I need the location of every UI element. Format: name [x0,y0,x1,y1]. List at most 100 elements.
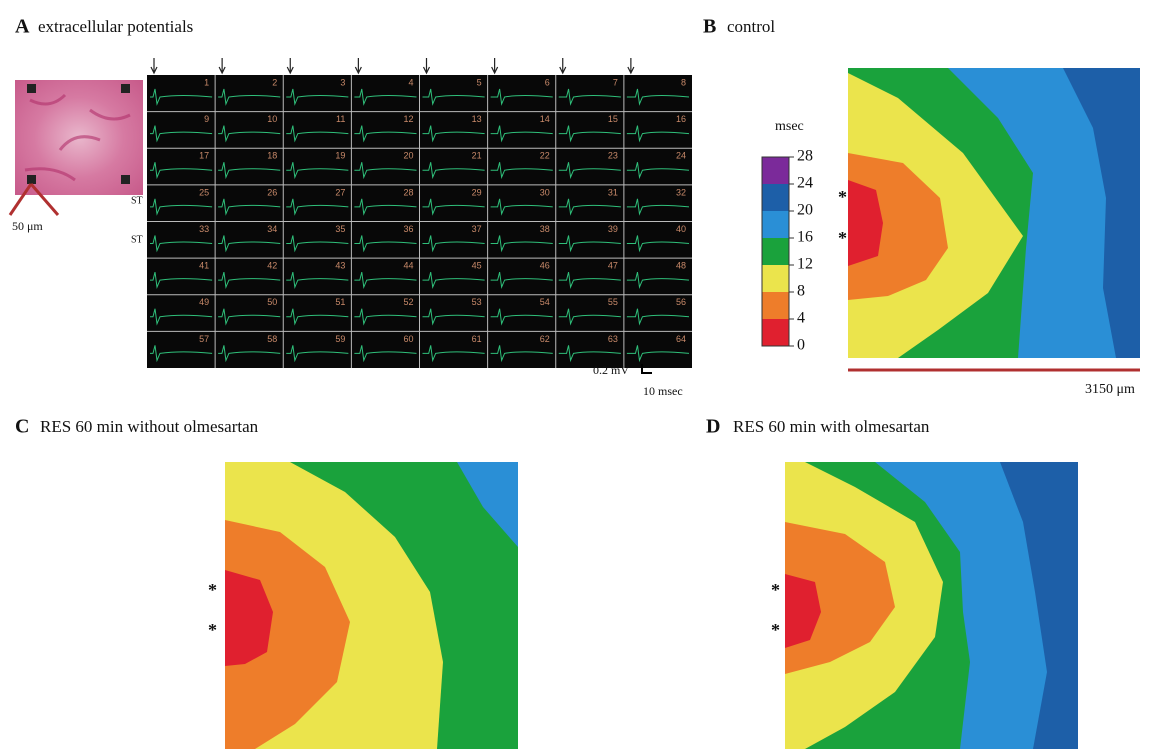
stim-arrow [286,58,294,75]
trace [490,198,553,216]
electrode-number: 33 [199,224,209,234]
electrode-number: 57 [199,334,209,344]
stim-arrow [354,58,362,75]
panel-letter: B [703,16,716,38]
electrode-number: 4 [408,77,413,87]
stim-marker: * [208,580,217,600]
electrode-number: 61 [472,334,482,344]
trace [558,345,621,363]
trace [286,235,349,253]
trace [286,198,349,216]
electrode-number: 55 [608,297,618,307]
trace [626,271,690,289]
stim-label: ST [131,234,143,245]
electrode-number: 53 [472,297,482,307]
electrode-number: 56 [676,297,686,307]
trace [490,125,553,143]
stim-arrow [422,58,431,75]
electrode-number: 59 [335,334,345,344]
electrode-number: 12 [403,114,413,124]
activation-map [848,68,1140,358]
trace [626,308,690,326]
trace [218,345,281,363]
stim-arrow [491,58,499,75]
electrode-number: 1 [204,77,209,87]
electrode-number: 62 [540,334,550,344]
electrode-number: 9 [204,114,209,124]
stim-arrow [150,58,158,75]
electrode-number: 13 [472,114,482,124]
electrode-number: 54 [540,297,550,307]
electrode-number: 5 [477,77,482,87]
electrode-number: 14 [540,114,550,124]
stim-marker: * [838,187,847,207]
electrode-number: 23 [608,151,618,161]
trace [490,162,553,180]
scale-label: 0.2 mV [593,363,629,377]
colorbar-tick-label: 4 [797,310,805,327]
trace [150,198,213,216]
colorbar-band [762,265,789,292]
electrode-number: 2 [272,77,277,87]
trace [558,198,621,216]
stim-marker: * [838,228,847,248]
colorbar-tick-label: 0 [797,337,805,354]
trace [150,308,213,326]
trace [354,162,417,180]
electrode-number: 38 [540,224,550,234]
trace [218,308,281,326]
colorbar-tick-label: 28 [797,148,813,165]
trace [626,162,690,180]
activation-map [785,462,1078,749]
trace [286,88,349,106]
electrode-number: 63 [608,334,618,344]
electrode-number: 25 [199,187,209,197]
trace [626,345,690,363]
stim-marker: * [771,580,780,600]
electrode-number: 16 [676,114,686,124]
colorbar-frame [761,156,790,347]
trace [218,198,281,216]
trace [558,235,621,253]
trace [218,271,281,289]
trace [490,345,553,363]
trace [558,271,621,289]
trace [218,125,281,143]
trace [626,235,690,253]
trace [150,345,213,363]
electrode-number: 48 [676,261,686,271]
colorbar-tick-label: 24 [797,175,813,192]
panel-title: control [727,17,775,36]
colorbar-band [762,157,789,184]
electrode-number: 32 [676,187,686,197]
electrode-number: 35 [335,224,345,234]
trace [354,345,417,363]
panel-title: RES 60 min with olmesartan [733,417,930,436]
colorbar-band [762,211,789,238]
electrode-number: 52 [403,297,413,307]
panel-letter: A [15,16,30,38]
trace [150,235,213,253]
stim-marker: * [771,620,780,640]
colorbar-tick-label: 12 [797,256,813,273]
electrode-number: 21 [472,151,482,161]
electrode-number: 17 [199,151,209,161]
colorbar: 28 24 20 16 12 8 4 0 [761,148,813,354]
electrode-number: 49 [199,297,209,307]
electrode-number: 43 [335,261,345,271]
electrode-number: 7 [613,77,618,87]
trace [422,235,485,253]
stim-label: ST [131,195,143,206]
electrode-number: 18 [267,151,277,161]
electrode-number: 37 [472,224,482,234]
colorbar-band [762,319,789,346]
trace [422,125,485,143]
stim-arrow [627,58,635,75]
trace [354,235,417,253]
trace [286,308,349,326]
electrode-number: 42 [267,261,277,271]
scale-label: 50 μm [12,219,43,233]
tissue-image [8,80,143,216]
colorbar-unit: msec [775,119,804,134]
colorbar-band [762,184,789,211]
